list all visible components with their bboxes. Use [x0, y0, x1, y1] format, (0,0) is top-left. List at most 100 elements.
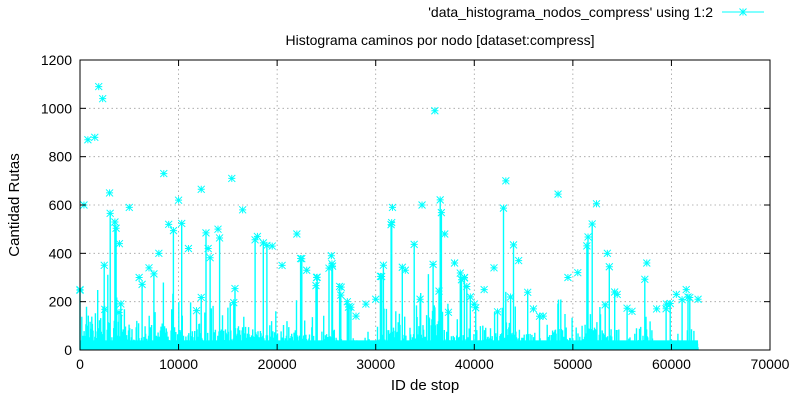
data-point-marker	[145, 263, 153, 272]
data-point-marker	[605, 262, 614, 271]
data-point-marker	[514, 256, 523, 265]
data-point-marker	[678, 295, 686, 304]
data-point-marker	[94, 82, 103, 91]
data-point-marker	[410, 240, 419, 249]
data-point-marker	[431, 106, 439, 115]
y-tick-label: 400	[49, 245, 73, 261]
plot-area	[76, 82, 702, 350]
legend-series-marker	[739, 8, 747, 16]
data-point-marker	[470, 300, 479, 308]
data-point-marker	[155, 249, 163, 258]
data-point-marker	[259, 239, 268, 247]
data-point-marker	[640, 275, 649, 284]
data-point-marker	[501, 176, 510, 185]
data-point-marker	[98, 94, 107, 103]
data-point-marker	[499, 204, 508, 213]
data-point-marker	[739, 8, 747, 16]
data-series-base	[80, 340, 699, 350]
data-point-marker	[105, 189, 114, 197]
data-point-marker	[662, 300, 671, 308]
data-point-marker	[480, 285, 488, 294]
data-point-marker	[343, 297, 352, 306]
data-point-marker	[554, 190, 562, 198]
data-point-marker	[138, 280, 146, 289]
data-point-marker	[327, 251, 336, 260]
data-point-marker	[192, 306, 201, 315]
data-point-marker	[335, 282, 344, 291]
data-point-marker	[535, 312, 544, 321]
data-point-marker	[206, 253, 214, 262]
data-point-marker	[336, 291, 345, 299]
data-point-marker	[682, 285, 691, 294]
data-point-marker	[642, 259, 651, 267]
data-point-marker	[583, 241, 591, 250]
data-point-marker	[135, 273, 143, 282]
x-tick-label: 40000	[455, 356, 494, 372]
data-point-marker	[436, 196, 445, 204]
data-point-marker	[437, 208, 446, 217]
data-point-marker	[377, 272, 386, 281]
y-tick-label: 200	[49, 294, 73, 310]
data-point-marker	[150, 270, 158, 278]
data-point-marker	[115, 239, 124, 248]
data-point-marker	[490, 263, 498, 272]
data-point-marker	[462, 282, 471, 291]
data-point-marker	[214, 225, 222, 234]
data-point-marker	[202, 228, 210, 237]
data-point-marker	[685, 293, 694, 302]
data-point-marker	[523, 288, 532, 297]
legend: 'data_histograma_nodos_compress' using 1…	[428, 4, 764, 20]
y-tick-label: 1200	[41, 52, 72, 68]
data-point-marker	[584, 233, 592, 241]
data-point-marker	[398, 263, 407, 272]
data-point-marker	[263, 241, 271, 250]
data-point-marker	[253, 232, 262, 241]
data-point-marker	[666, 299, 675, 308]
data-point-marker	[388, 203, 397, 212]
data-point-marker	[371, 295, 380, 304]
data-point-marker	[90, 133, 99, 142]
data-point-marker	[387, 218, 396, 227]
data-point-marker	[539, 312, 548, 321]
data-point-marker	[672, 290, 681, 299]
data-point-marker	[159, 169, 168, 178]
data-point-marker	[387, 220, 395, 229]
data-point-marker	[328, 259, 336, 268]
data-point-marker	[347, 303, 355, 312]
y-tick-label: 0	[64, 342, 72, 358]
data-point-marker	[429, 260, 437, 269]
data-point-marker	[337, 283, 346, 292]
data-point-marker	[325, 264, 333, 273]
data-point-marker	[106, 209, 115, 218]
data-point-marker	[164, 220, 173, 229]
data-point-marker	[215, 234, 224, 242]
data-point-marker	[184, 244, 193, 253]
data-point-marker	[460, 274, 469, 282]
data-point-marker	[125, 203, 134, 212]
data-point-marker	[652, 305, 661, 313]
data-point-marker	[231, 284, 239, 293]
data-point-marker	[509, 241, 518, 249]
data-point-marker	[227, 174, 236, 183]
data-point-marker	[603, 249, 612, 258]
data-point-marker	[352, 312, 360, 321]
data-point-marker	[628, 307, 636, 316]
x-tick-label: 0	[76, 356, 84, 372]
data-point-marker	[601, 301, 610, 309]
data-point-marker	[313, 273, 322, 282]
legend-series-label: 'data_histograma_nodos_compress' using 1…	[428, 4, 713, 20]
x-axis-label: ID de stop	[391, 377, 459, 394]
data-point-marker	[84, 135, 92, 144]
x-tick-label: 10000	[159, 356, 198, 372]
data-point-marker	[418, 201, 426, 209]
data-point-marker	[588, 220, 597, 228]
data-point-marker	[506, 293, 515, 301]
x-tick-label: 50000	[553, 356, 592, 372]
data-point-marker	[362, 300, 370, 308]
data-point-marker	[116, 300, 125, 308]
x-tick-label: 30000	[356, 356, 395, 372]
data-point-marker	[466, 293, 475, 301]
data-point-marker	[564, 273, 572, 282]
